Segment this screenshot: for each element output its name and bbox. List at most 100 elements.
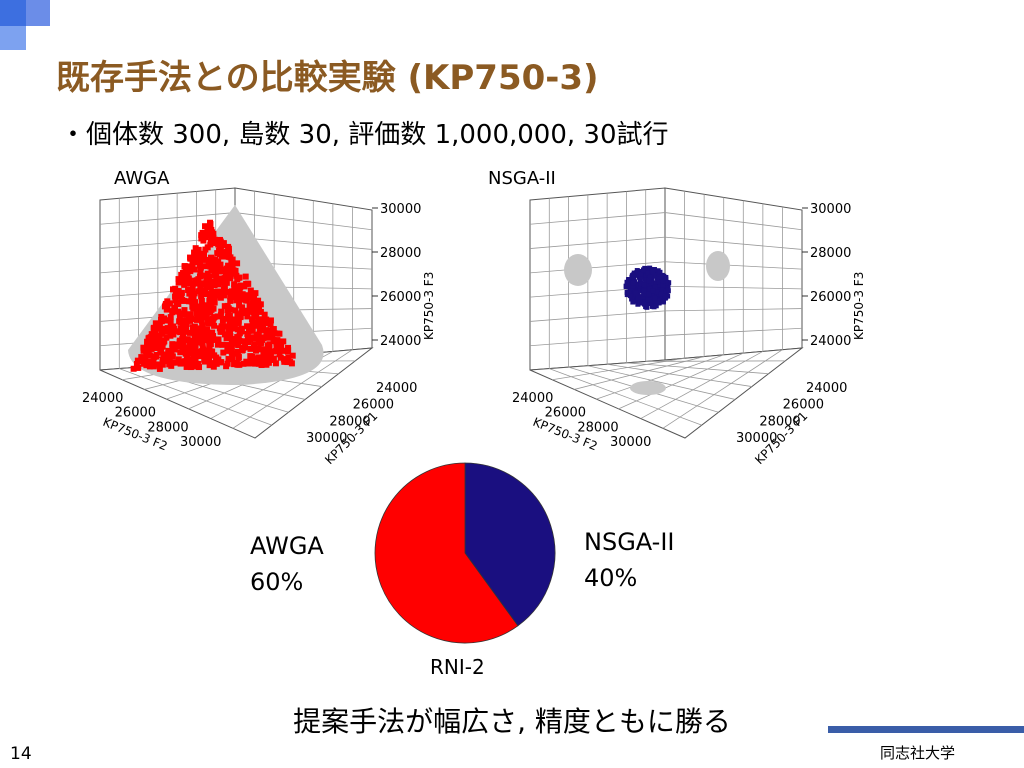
awga-point xyxy=(168,362,175,369)
awga-point xyxy=(222,271,229,278)
awga-point xyxy=(211,322,218,329)
awga-point xyxy=(199,340,206,347)
awga-point xyxy=(147,334,154,341)
awga-point xyxy=(168,352,175,359)
nsga-point xyxy=(652,272,658,278)
awga-point xyxy=(190,295,197,302)
awga-point xyxy=(215,268,222,275)
awga-point xyxy=(210,292,217,299)
awga-point xyxy=(152,320,159,327)
awga-point xyxy=(203,291,210,298)
awga-point xyxy=(204,302,211,309)
nsga-point xyxy=(643,277,649,283)
awga-point xyxy=(215,337,222,344)
z-tick-label: 26000 xyxy=(810,290,851,305)
awga-point xyxy=(227,306,234,313)
awga-point xyxy=(138,354,145,361)
awga-point xyxy=(254,304,261,311)
awga-point xyxy=(199,301,206,308)
awga-point xyxy=(167,319,174,326)
awga-point xyxy=(283,356,290,363)
awga-point xyxy=(213,360,220,367)
awga-point xyxy=(223,335,230,342)
awga-point xyxy=(208,278,215,285)
awga-point xyxy=(202,223,209,230)
nsga-point xyxy=(627,293,633,299)
awga-point xyxy=(228,258,235,265)
nsga-point xyxy=(660,299,666,305)
y-tick-label: 28000 xyxy=(577,420,618,435)
awga-point xyxy=(201,263,208,270)
awga-point xyxy=(229,292,236,299)
awga-point xyxy=(267,321,274,328)
awga-point xyxy=(167,332,174,339)
awga-point xyxy=(193,348,200,355)
pie-label-awga-value: 60% xyxy=(250,568,304,596)
awga-point xyxy=(156,365,163,372)
awga-point xyxy=(202,333,209,340)
awga-point xyxy=(205,282,212,289)
awga-point xyxy=(160,325,167,332)
awga-point xyxy=(234,283,241,290)
awga-point xyxy=(159,361,166,368)
nsga-point xyxy=(652,295,658,301)
nsga-point xyxy=(654,268,660,274)
awga-point xyxy=(227,270,234,277)
awga-point xyxy=(269,327,276,334)
awga-point xyxy=(163,306,170,313)
pie-title: RNI-2 xyxy=(430,655,485,679)
awga-point xyxy=(184,350,191,357)
awga-point xyxy=(198,297,205,304)
awga-point xyxy=(187,317,194,324)
nsga-point xyxy=(654,289,660,295)
awga-point xyxy=(202,234,209,241)
awga-point xyxy=(278,347,285,354)
awga-point xyxy=(198,293,205,300)
awga-point xyxy=(235,317,242,324)
awga-point xyxy=(205,356,212,363)
projection-left-wall xyxy=(564,254,592,286)
awga-point xyxy=(201,350,208,357)
nsga-point xyxy=(634,268,640,274)
awga-point xyxy=(225,326,232,333)
awga-point xyxy=(191,266,198,273)
awga-point xyxy=(227,329,234,336)
nsga-point xyxy=(657,269,663,275)
awga-point xyxy=(231,281,238,288)
awga-point xyxy=(251,308,258,315)
awga-point xyxy=(177,337,184,344)
awga-point xyxy=(206,332,213,339)
awga-point xyxy=(238,296,245,303)
awga-point xyxy=(225,245,232,252)
awga-point xyxy=(238,328,245,335)
pie-label-nsga-value: 40% xyxy=(584,564,638,592)
awga-point xyxy=(142,354,149,361)
awga-point xyxy=(159,343,166,350)
nsga-point xyxy=(658,291,664,297)
awga-point xyxy=(194,312,201,319)
awga-point xyxy=(199,281,206,288)
awga-point xyxy=(236,302,243,309)
awga-point xyxy=(163,358,170,365)
awga-point xyxy=(181,307,188,314)
awga-point xyxy=(196,260,203,267)
awga-point xyxy=(180,270,187,277)
awga-point xyxy=(193,304,200,311)
awga-point xyxy=(266,341,273,348)
nsga-point xyxy=(648,280,654,286)
nsga-point xyxy=(647,286,653,292)
nsga-point xyxy=(651,299,657,305)
awga-point xyxy=(214,341,221,348)
awga-point xyxy=(184,276,191,283)
awga-point xyxy=(186,290,193,297)
awga-point xyxy=(154,337,161,344)
awga-point xyxy=(187,268,194,275)
z-tick-label: 28000 xyxy=(810,246,851,261)
awga-point xyxy=(221,303,228,310)
awga-point xyxy=(214,263,221,270)
awga-point xyxy=(210,234,217,241)
awga-point xyxy=(224,307,231,314)
awga-point xyxy=(207,239,214,246)
awga-point xyxy=(243,297,250,304)
awga-point xyxy=(205,320,212,327)
